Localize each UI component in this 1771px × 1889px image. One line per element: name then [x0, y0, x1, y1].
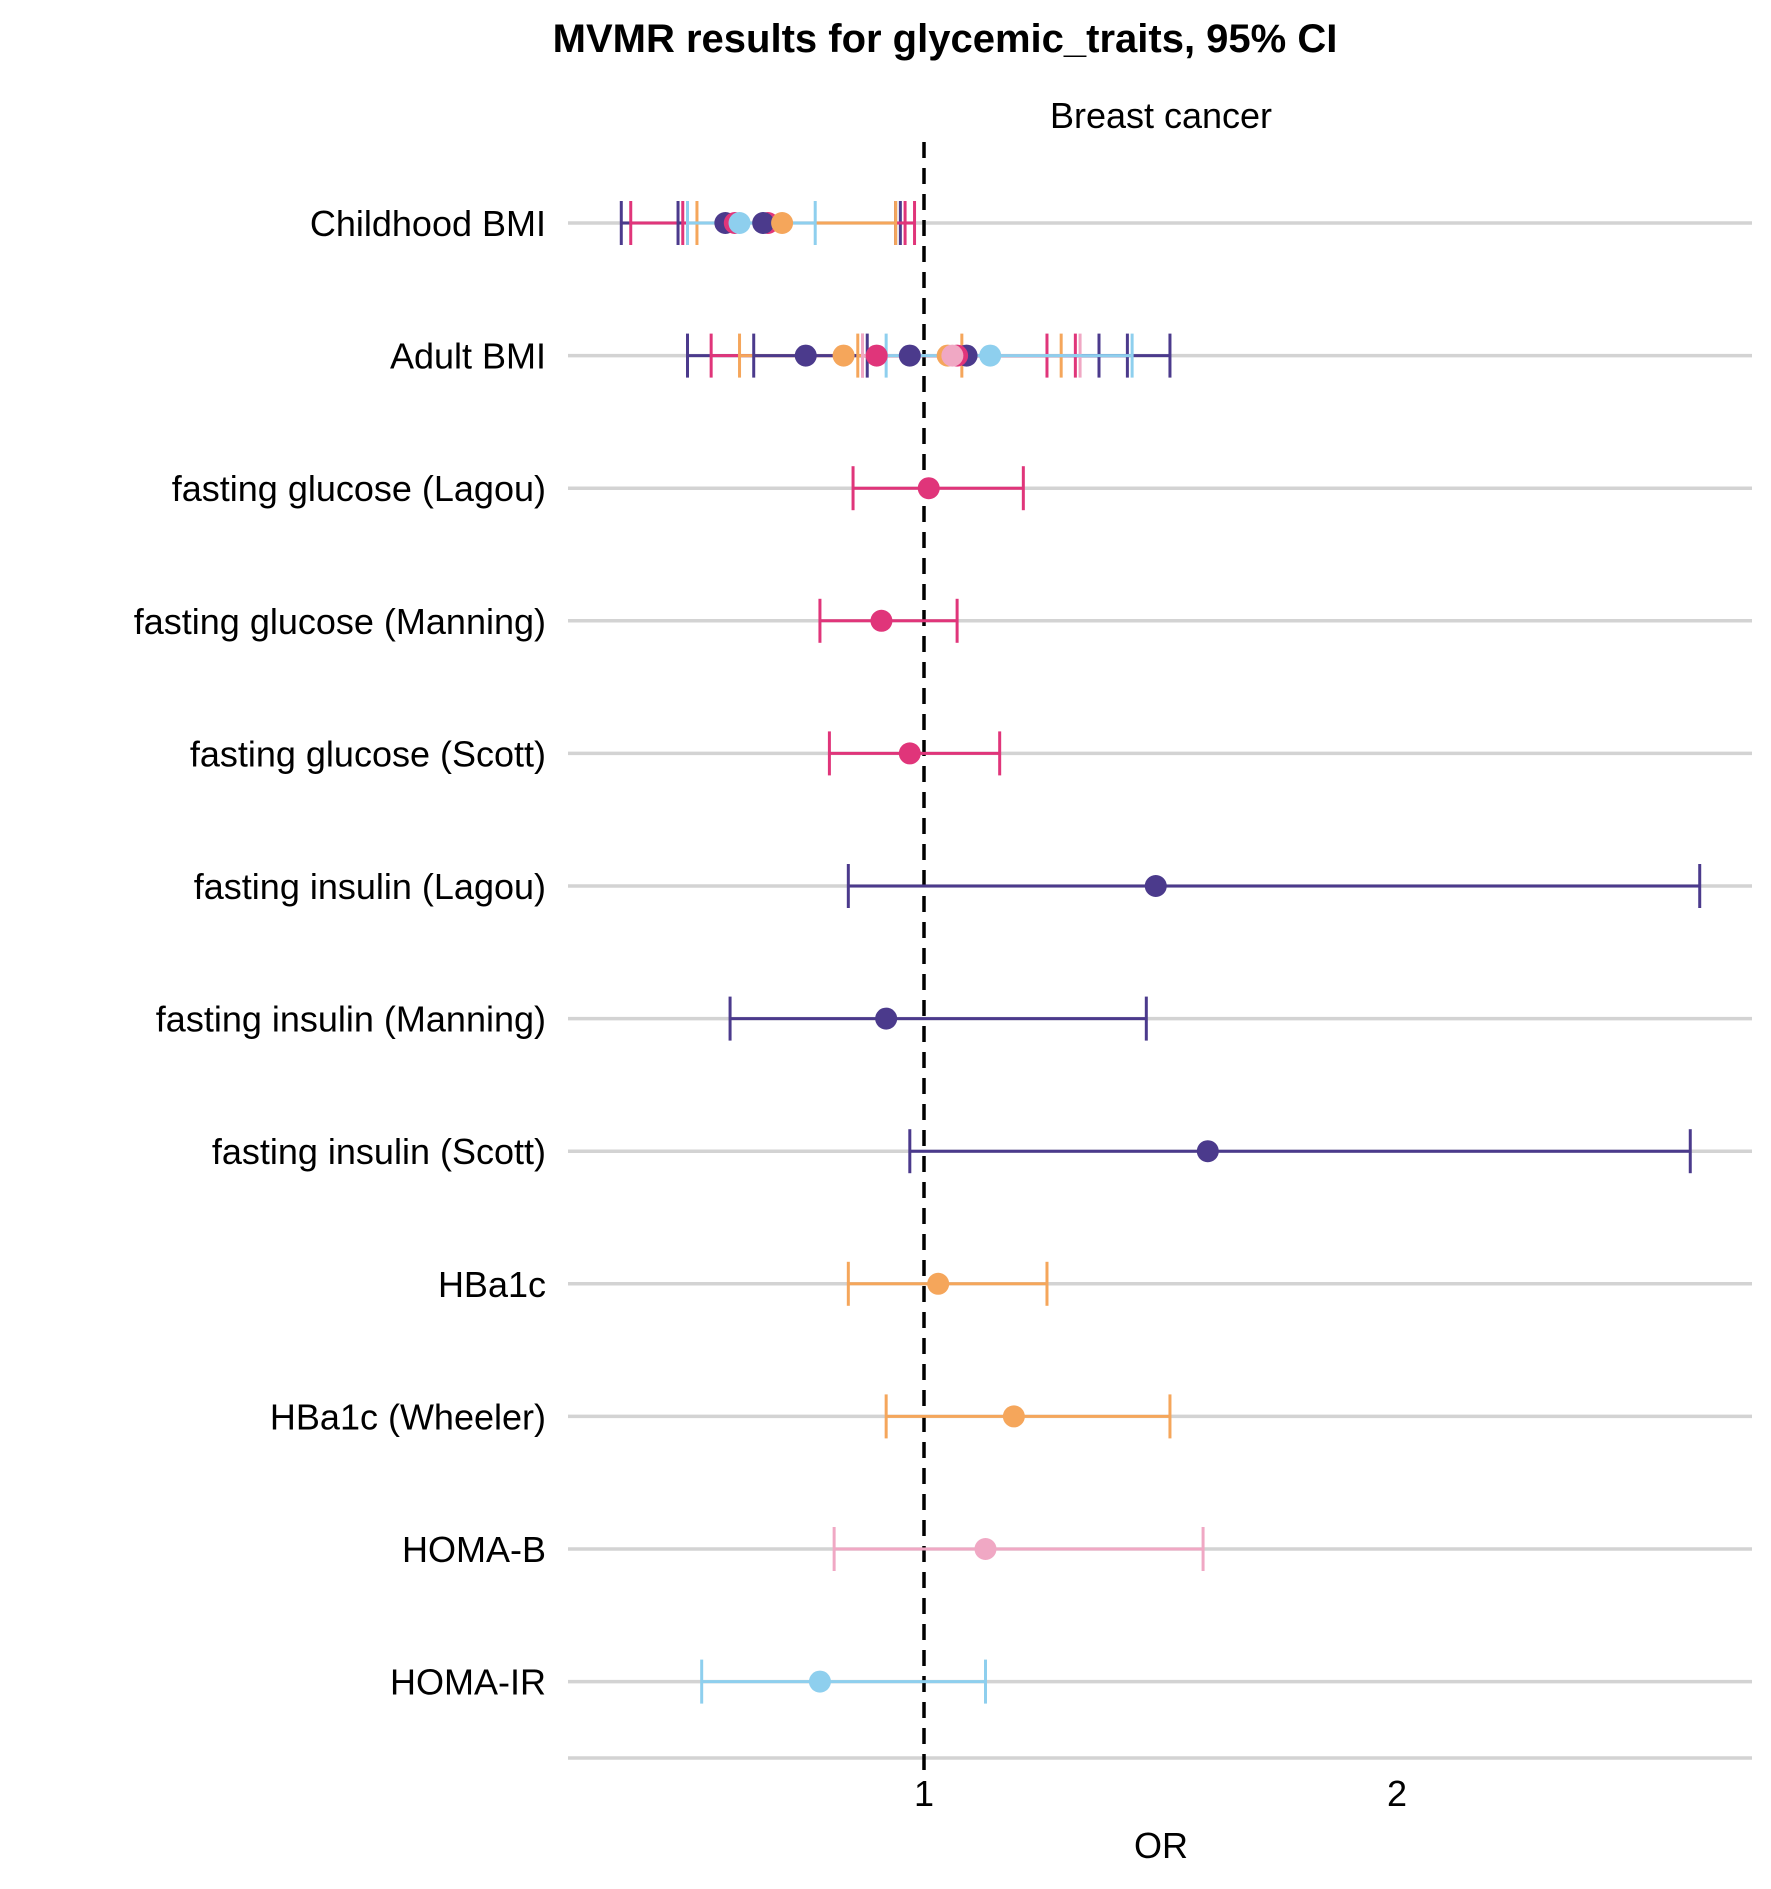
point-estimate [752, 212, 775, 234]
y-tick-label: fasting glucose (Scott) [190, 733, 546, 774]
x-tick-label: 2 [1387, 1773, 1407, 1814]
point-estimate [1002, 1405, 1025, 1428]
point-estimate [1144, 875, 1167, 897]
point-estimate [898, 344, 921, 367]
chart-title: MVMR results for glycemic_traits, 95% CI [553, 17, 1338, 61]
y-tick-label: HBa1c (Wheeler) [270, 1396, 546, 1437]
point-estimate [927, 1272, 950, 1295]
y-tick-label: fasting glucose (Manning) [134, 601, 546, 642]
y-tick-label: HBa1c [438, 1264, 546, 1305]
point-estimate [870, 609, 893, 632]
gridlines [568, 221, 1752, 1684]
y-tick-label: fasting insulin (Scott) [212, 1131, 546, 1172]
y-tick-label: HOMA-IR [390, 1662, 546, 1703]
point-estimate [771, 212, 794, 234]
point-estimate [979, 344, 1002, 367]
point-estimate [808, 1670, 831, 1693]
confidence-intervals [619, 201, 1702, 1704]
y-tick-label: HOMA-B [402, 1529, 546, 1570]
point-estimate [974, 1538, 997, 1560]
point-estimate [875, 1007, 898, 1030]
point-estimate [728, 212, 751, 234]
point-estimate [898, 742, 921, 765]
point-estimate [941, 344, 964, 367]
y-tick-label: Adult BMI [390, 336, 546, 377]
y-tick-label: fasting glucose (Lagou) [172, 468, 546, 509]
y-tick-label: fasting insulin (Manning) [156, 999, 546, 1040]
y-tick-label: fasting insulin (Lagou) [194, 866, 546, 907]
facet-label: Breast cancer [1050, 95, 1272, 136]
point-estimate [1196, 1140, 1219, 1163]
point-estimate [917, 477, 940, 500]
point-estimate [832, 344, 855, 367]
y-tick-label: Childhood BMI [310, 203, 546, 244]
y-axis-labels: Childhood BMI Adult BMI fasting glucose (L… [134, 203, 546, 1703]
x-axis-label: OR [1134, 1825, 1188, 1866]
point-estimate [865, 344, 888, 367]
point-estimates [714, 212, 1219, 1693]
point-estimate [794, 344, 817, 367]
x-tick-label: 1 [914, 1773, 934, 1814]
